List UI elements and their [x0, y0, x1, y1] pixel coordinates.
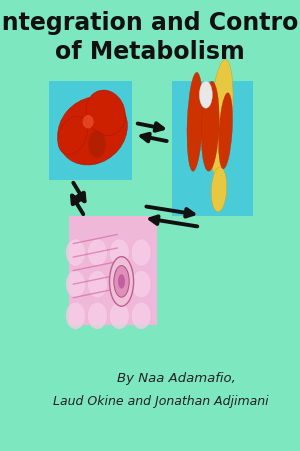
Ellipse shape — [58, 97, 128, 165]
Ellipse shape — [201, 81, 219, 171]
Ellipse shape — [58, 116, 88, 155]
Ellipse shape — [66, 302, 86, 329]
Ellipse shape — [211, 167, 227, 212]
Text: Integration and Control
of Metabolism: Integration and Control of Metabolism — [0, 11, 300, 64]
Circle shape — [110, 257, 134, 306]
Circle shape — [114, 266, 129, 297]
FancyArrowPatch shape — [72, 196, 83, 214]
Circle shape — [118, 274, 125, 289]
Ellipse shape — [66, 271, 86, 298]
FancyArrowPatch shape — [141, 134, 167, 141]
Ellipse shape — [187, 72, 203, 171]
Ellipse shape — [88, 302, 107, 329]
Bar — [49, 81, 133, 180]
Ellipse shape — [88, 131, 106, 158]
Ellipse shape — [131, 239, 151, 266]
Ellipse shape — [110, 302, 129, 329]
Ellipse shape — [131, 302, 151, 329]
Bar — [172, 81, 253, 216]
Text: Laud Okine and Jonathan Adjimani: Laud Okine and Jonathan Adjimani — [53, 395, 269, 408]
Text: By Naa Adamafio,: By Naa Adamafio, — [117, 372, 236, 385]
Ellipse shape — [209, 60, 233, 175]
Ellipse shape — [110, 239, 129, 266]
Ellipse shape — [131, 271, 151, 298]
Ellipse shape — [83, 115, 94, 129]
Ellipse shape — [86, 90, 125, 135]
FancyArrowPatch shape — [73, 183, 85, 201]
Ellipse shape — [219, 93, 232, 169]
Ellipse shape — [88, 271, 107, 298]
FancyArrowPatch shape — [150, 216, 197, 226]
Ellipse shape — [66, 239, 86, 266]
Ellipse shape — [199, 81, 212, 108]
FancyArrowPatch shape — [138, 123, 163, 131]
FancyArrowPatch shape — [146, 207, 194, 216]
Bar — [69, 216, 157, 325]
Ellipse shape — [88, 239, 107, 266]
Ellipse shape — [110, 271, 129, 298]
